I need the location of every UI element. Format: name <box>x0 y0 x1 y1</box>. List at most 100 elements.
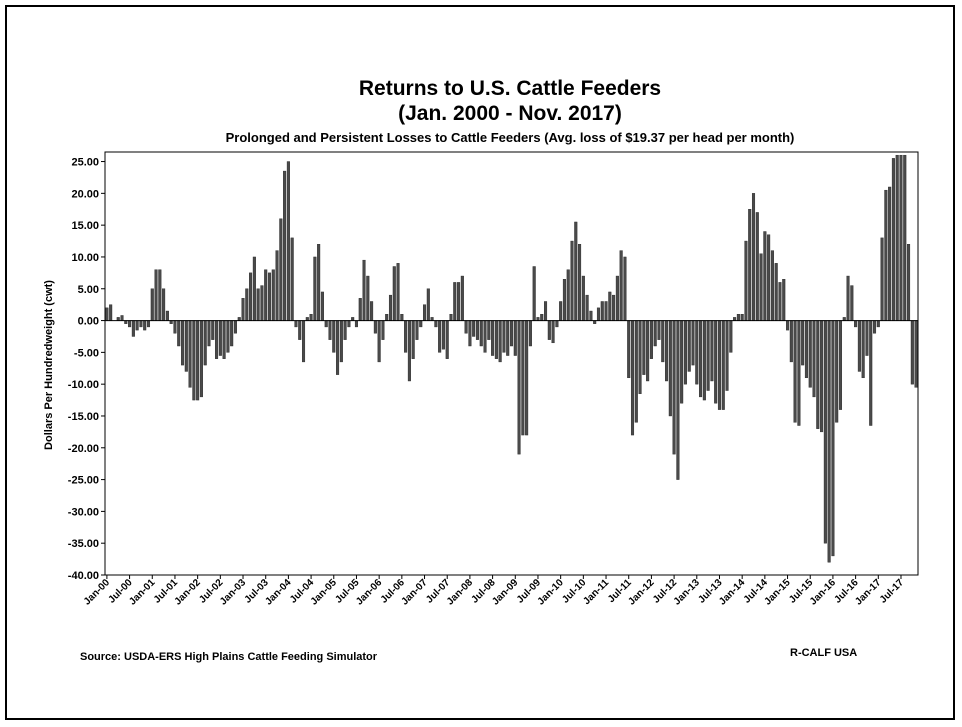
bar <box>309 314 313 321</box>
bar <box>286 161 290 321</box>
y-tick-label: 5.00 <box>78 284 99 296</box>
bar <box>872 320 877 334</box>
bar <box>445 320 449 359</box>
bar <box>407 320 411 382</box>
bar <box>782 279 786 321</box>
bar <box>513 320 517 356</box>
bar <box>162 288 166 321</box>
bar <box>131 320 135 337</box>
bar <box>695 320 699 385</box>
bar <box>816 320 820 429</box>
bar <box>680 320 684 404</box>
bar <box>502 320 506 353</box>
y-tick-label: 25.00 <box>71 157 99 169</box>
bar <box>487 320 491 340</box>
bar <box>324 320 328 328</box>
bar <box>672 320 676 455</box>
bar <box>755 212 759 321</box>
bar <box>717 320 722 410</box>
bar <box>646 320 650 382</box>
bar <box>226 320 230 353</box>
bar <box>468 320 472 347</box>
bar <box>196 320 200 401</box>
bar <box>702 320 706 401</box>
bar <box>301 320 306 363</box>
bar <box>736 314 740 321</box>
bar <box>581 275 585 321</box>
bar <box>547 320 551 340</box>
plot-area <box>104 151 919 576</box>
bar <box>105 307 109 321</box>
bar <box>434 320 438 328</box>
bar <box>850 285 854 321</box>
bar <box>865 320 869 356</box>
bar <box>415 320 419 340</box>
bar <box>320 291 324 321</box>
bar <box>230 320 234 347</box>
bar <box>846 275 850 321</box>
x-tick-label: Jan-05 <box>309 577 339 607</box>
bar <box>483 320 487 353</box>
bar <box>388 294 393 321</box>
bar <box>249 272 253 321</box>
x-tick-label: Jan-17 <box>853 577 883 607</box>
bar <box>222 320 226 359</box>
bar <box>423 304 427 321</box>
bar <box>290 237 294 321</box>
x-tick-label: Jan-04 <box>263 577 293 607</box>
bar <box>714 320 718 404</box>
bar <box>770 250 774 321</box>
bar <box>801 320 805 366</box>
bar <box>283 170 287 321</box>
bar <box>453 282 457 321</box>
bar <box>192 320 196 401</box>
bar <box>763 231 767 321</box>
bar <box>907 244 911 321</box>
bar <box>517 320 521 455</box>
bar <box>566 269 570 321</box>
bar <box>373 320 377 334</box>
bar <box>135 320 139 331</box>
bar <box>559 301 563 321</box>
bar <box>532 266 536 321</box>
bar <box>233 320 237 334</box>
bar <box>109 304 113 321</box>
bar <box>823 320 827 544</box>
bar <box>370 301 374 321</box>
x-tick-label: Jan-16 <box>808 577 838 607</box>
bar <box>218 320 222 356</box>
bar <box>812 320 816 398</box>
y-tick-label: -30.00 <box>68 506 99 518</box>
bar <box>608 291 612 321</box>
bar <box>778 282 782 321</box>
bar <box>347 320 351 328</box>
bar <box>506 320 510 356</box>
bar <box>396 263 400 321</box>
bar <box>509 320 514 347</box>
y-tick-label: -40.00 <box>68 570 99 582</box>
bar <box>245 288 249 321</box>
bar <box>789 320 793 363</box>
x-tick-label: Jan-09 <box>490 577 520 607</box>
bar <box>657 320 661 340</box>
y-tick-label: 15.00 <box>71 220 99 232</box>
bar <box>562 279 566 321</box>
bar <box>687 320 691 372</box>
bar <box>215 320 219 359</box>
bar <box>158 269 162 321</box>
bar <box>298 320 302 340</box>
bar <box>744 240 748 321</box>
x-tick-label: Jan-07 <box>399 577 429 607</box>
bar <box>457 282 461 321</box>
bar <box>441 320 445 350</box>
bar <box>271 269 275 321</box>
x-tick-label: Jan-15 <box>762 577 792 607</box>
bar <box>793 320 797 423</box>
y-tick-label: -15.00 <box>68 411 99 423</box>
bar <box>385 314 389 321</box>
bar <box>317 244 321 321</box>
y-tick-label: 20.00 <box>71 188 99 200</box>
y-tick-label: 0.00 <box>78 316 99 328</box>
x-tick-label: Jul-17 <box>878 577 907 606</box>
bar <box>589 310 593 321</box>
